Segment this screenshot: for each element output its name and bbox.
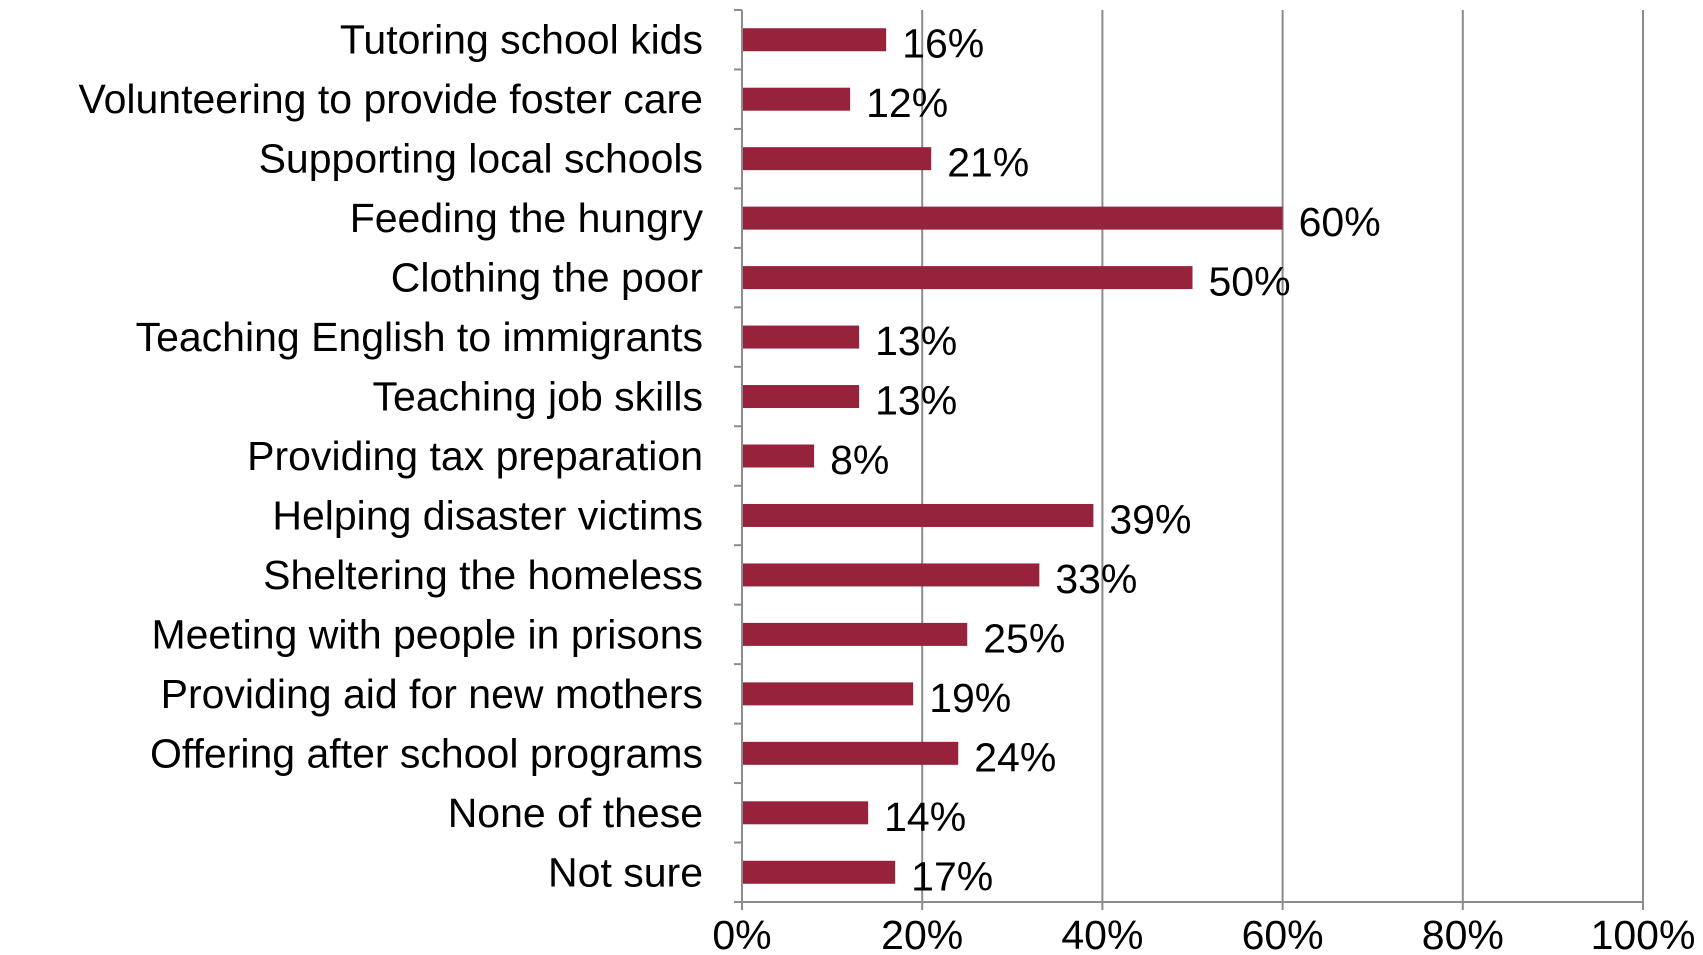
category-label: None of these [448,790,703,836]
bar [742,266,1193,290]
category-label: Clothing the poor [391,255,703,301]
bar [742,87,851,111]
bar [742,325,860,349]
value-label: 25% [983,615,1065,661]
bar [742,206,1283,230]
category-label: Supporting local schools [259,136,703,182]
value-label: 8% [830,437,889,483]
value-label: 13% [875,318,957,364]
x-tick-label: 0% [712,912,771,955]
bar [742,28,887,52]
value-label: 60% [1299,199,1381,245]
x-tick-label: 20% [881,912,963,955]
bar [742,444,815,468]
labels: Tutoring school kids Volunteering to prov… [79,17,1696,955]
x-tick-label: 40% [1061,912,1143,955]
value-label: 33% [1055,556,1137,602]
value-label: 17% [911,853,993,899]
x-tick-label: 80% [1422,912,1504,955]
category-label: Sheltering the homeless [263,552,703,598]
category-label: Teaching job skills [373,374,703,420]
bar [742,563,1040,587]
bar [742,147,932,171]
value-label: 14% [884,794,966,840]
category-label: Offering after school programs [150,730,703,776]
category-label: Providing tax preparation [247,433,703,479]
category-label: Not sure [548,849,703,895]
bar [742,801,869,825]
category-label: Meeting with people in prisons [151,611,703,657]
bars [742,28,1283,884]
bar [742,860,896,884]
bar [742,385,860,409]
axes [734,9,1644,910]
value-label: 21% [947,140,1029,186]
bar [742,622,968,646]
category-label: Teaching English to immigrants [136,314,703,360]
value-label: 19% [929,675,1011,721]
bar [742,503,1094,527]
category-label: Providing aid for new mothers [161,671,703,717]
bar [742,682,914,706]
value-label: 16% [902,21,984,67]
value-label: 50% [1209,259,1291,305]
bar [742,741,959,765]
x-tick-label: 100% [1591,912,1696,955]
category-label: Volunteering to provide foster care [79,76,704,122]
category-label: Helping disaster victims [272,492,703,538]
value-label: 39% [1109,496,1191,542]
x-tick-label: 60% [1242,912,1324,955]
category-label: Feeding the hungry [350,195,704,241]
value-label: 13% [875,378,957,424]
category-label: Tutoring school kids [340,17,703,63]
value-label: 12% [866,80,948,126]
value-label: 24% [974,734,1056,780]
